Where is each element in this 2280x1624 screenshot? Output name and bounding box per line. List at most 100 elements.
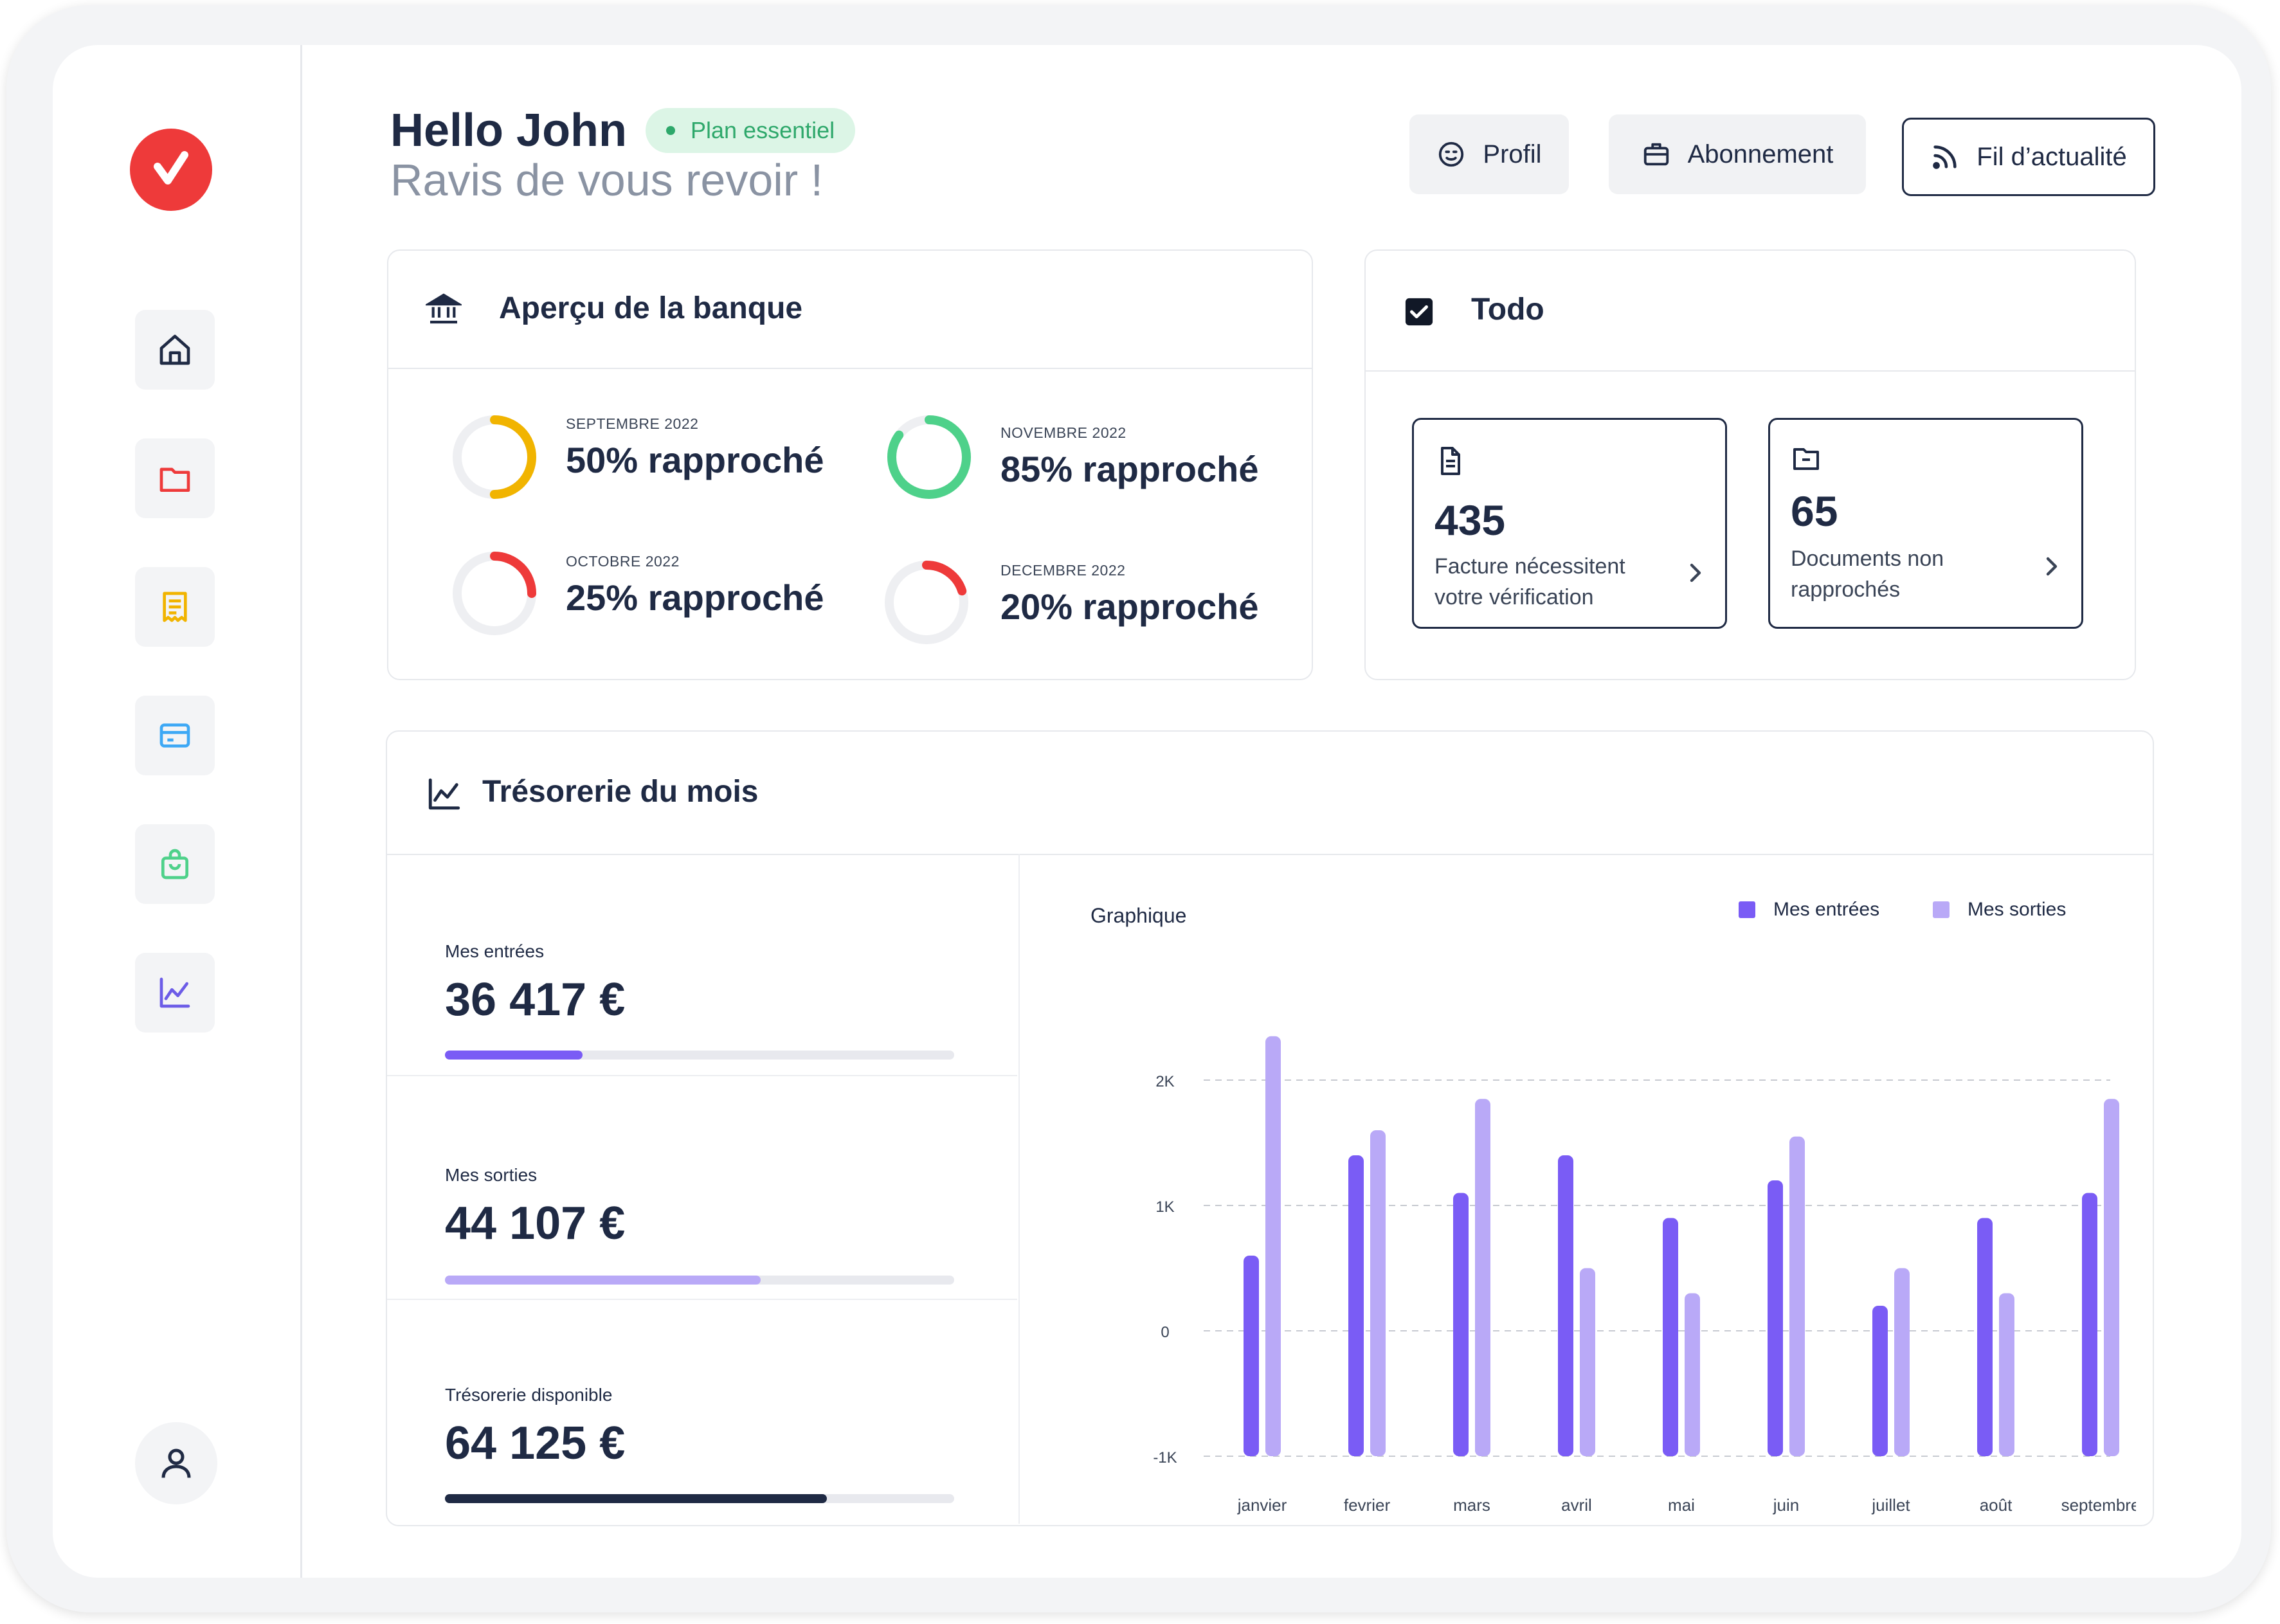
y-tick-label: 2K [1155,1073,1174,1090]
bar-income[interactable] [1977,1218,1993,1457]
subscription-button[interactable]: Abonnement [1609,114,1866,194]
recon-october: OCTOBRE 2022 25% rapproché [566,553,824,618]
recon-month: SEPTEMBRE 2022 [566,415,699,432]
x-tick-label: janvier [1237,1495,1287,1515]
bar-income[interactable] [1244,1256,1259,1456]
device-frame: Hello John Plan essentiel Ravis de vous … [6,5,2271,1612]
app-logo[interactable] [130,129,212,211]
bar-expenses[interactable] [1894,1268,1910,1457]
todo-count: 65 [1791,487,1838,535]
todo-invoices-tile[interactable]: 435 Facture nécessitent votre vérificati… [1412,418,1727,629]
donut-october [453,552,536,635]
legend-item-income: Mes entrées [1739,899,1879,921]
expenses-progress-bar [445,1276,954,1285]
sidebar-item-cards[interactable] [135,696,215,775]
todo-description-line: rapprochés [1791,577,1901,602]
x-tick-label: mai [1668,1495,1695,1515]
smiley-icon [1439,141,1464,167]
y-tick-label: 1K [1155,1198,1174,1216]
document-icon [1441,447,1460,475]
expenses-progress-fill [445,1276,761,1285]
sidebar-item-analytics[interactable] [135,953,215,1033]
stat-value: 36 417 € [445,974,626,1025]
bar-expenses[interactable] [1370,1130,1386,1456]
user-icon [161,1448,191,1478]
bar-income[interactable] [1348,1155,1364,1456]
recon-percent: 20% rapproché [1000,586,1259,627]
bank-card-title: Aperçu de la banque [499,291,803,325]
recon-november: NOVEMBRE 2022 85% rapproché [1000,424,1259,490]
income-progress-fill [445,1051,583,1060]
chevron-right-icon [2046,557,2058,576]
shopping-bag-icon [161,849,188,880]
donut-december [885,561,968,644]
sidebar-item-shop[interactable] [135,824,215,904]
todo-description-line: votre vérification [1434,585,1594,609]
stat-label: Mes entrées [445,941,545,961]
checkbox-checked-icon [1405,298,1433,326]
news-feed-button[interactable]: Fil d’actualité [1902,118,2155,196]
recon-percent: 85% rapproché [1000,449,1259,489]
briefcase-icon [1643,143,1669,166]
recon-december: DECEMBRE 2022 20% rapproché [1000,562,1259,627]
x-tick-label: septembre [2061,1495,2136,1515]
recon-month: OCTOBRE 2022 [566,553,680,570]
greeting: Hello John [390,105,628,156]
donut-september [453,415,536,499]
todo-count: 435 [1434,496,1506,544]
cash-progress-bar [445,1494,954,1503]
recon-month: DECEMBRE 2022 [1000,562,1126,579]
subscription-button-label: Abonnement [1687,140,1834,168]
recon-percent: 50% rapproché [566,440,824,480]
bar-expenses[interactable] [1265,1036,1281,1456]
recon-september: SEPTEMBRE 2022 50% rapproché [566,415,824,481]
y-tick-label: 0 [1161,1324,1169,1341]
treasury-card-header: Trésorerie du mois [387,732,2153,855]
legend-item-expenses: Mes sorties [1933,899,2066,921]
rss-icon [1933,145,1957,169]
bank-card-header: Aperçu de la banque [388,251,1312,369]
stat-income: Mes entrées 36 417 € [445,941,625,1026]
plan-badge-label: Plan essentiel [691,117,835,143]
chart-line-icon [159,977,190,1008]
bar-expenses[interactable] [2104,1099,2119,1456]
bar-income[interactable] [2082,1193,2097,1457]
stat-value: 64 125 € [445,1418,626,1469]
stat-expenses: Mes sorties 44 107 € [445,1165,625,1250]
bar-expenses[interactable] [1580,1268,1595,1457]
bank-overview-card: Aperçu de la banque SEPTEMBRE 2022 50% r… [387,249,1313,680]
sidebar-item-documents[interactable] [135,438,215,518]
todo-documents-tile[interactable]: 65 Documents non rapprochés [1768,418,2083,629]
legend-swatch [1933,901,1950,918]
receipt-icon [163,591,187,622]
status-dot-icon [666,126,675,135]
cash-progress-fill [445,1494,827,1503]
x-tick-label: juin [1773,1495,1799,1515]
bar-expenses[interactable] [1999,1293,2014,1457]
profile-button[interactable]: Profil [1409,114,1569,194]
bar-income[interactable] [1453,1193,1469,1457]
bar-income[interactable] [1768,1180,1783,1456]
stat-divider [387,1075,1017,1076]
bar-expenses[interactable] [1685,1293,1700,1457]
chart-title: Graphique [1090,904,1187,927]
legend-label: Mes sorties [1968,899,2067,920]
income-progress-bar [445,1051,954,1060]
todo-card-title: Todo [1471,293,1544,327]
bar-income[interactable] [1558,1155,1573,1456]
recon-percent: 25% rapproché [566,577,824,618]
welcome-subtitle: Ravis de vous revoir ! [390,155,824,205]
bar-expenses[interactable] [1475,1099,1490,1456]
x-tick-label: avril [1561,1495,1592,1515]
stat-divider [387,1299,1017,1300]
sidebar-item-home[interactable] [135,310,215,390]
sidebar-item-invoices[interactable] [135,567,215,647]
user-avatar-button[interactable] [135,1422,217,1504]
x-tick-label: juillet [1871,1495,1910,1515]
bar-expenses[interactable] [1789,1136,1805,1456]
bar-chart: 2K 1K 0 -1K janvier fevrier mars avril mai juin ju… [1153,1036,2136,1515]
bar-income[interactable] [1663,1218,1678,1457]
todo-card-header: Todo [1366,251,2135,372]
treasury-card-title: Trésorerie du mois [482,775,759,809]
bar-income[interactable] [1872,1306,1888,1456]
